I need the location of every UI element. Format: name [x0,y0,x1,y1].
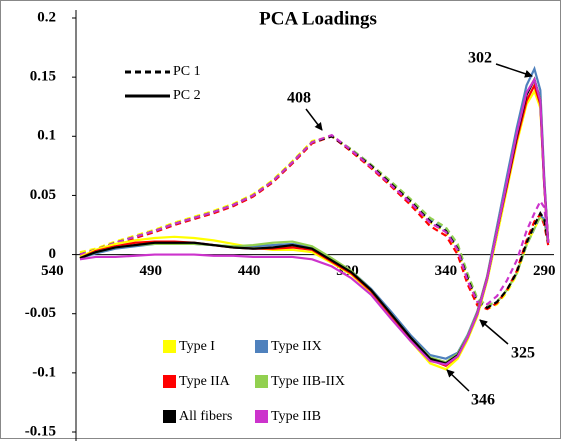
series-line [79,135,550,310]
legend-label: All fibers [179,409,232,424]
annotation-arrow [495,63,533,78]
legend-swatch [163,375,176,388]
y-tick-label: -0.1 [32,364,56,380]
legend-label: Type IIB [271,409,321,424]
annotation-arrow [305,108,323,131]
annotation: 325 [511,345,535,362]
y-tick-label: 0.05 [30,187,56,203]
series-line [79,135,550,307]
y-tick-label: 0 [49,246,57,262]
y-tick-label: 0.1 [37,128,56,144]
x-tick-label: 490 [140,263,163,279]
legend-label: PC 1 [173,64,201,79]
chart-title: PCA Loadings [259,8,377,29]
annotation: 408 [287,90,311,107]
series-line [79,82,550,368]
series-line [79,76,550,366]
series-line [79,135,550,311]
legend-swatch [255,375,268,388]
annotation-arrow [479,319,509,345]
x-tick-label: 340 [435,263,458,279]
y-tick-label: 0.15 [30,69,56,85]
series-line [79,133,550,306]
series-line [79,135,550,308]
series-line [79,135,550,311]
y-tick-label: -0.15 [25,423,56,439]
annotation-arrow [446,369,470,392]
legend-swatch [163,340,176,353]
legend-swatch [255,340,268,353]
y-tick-label: 0.2 [37,9,56,25]
legend-swatch [163,410,176,423]
y-tick-label: -0.05 [25,305,56,321]
legend-label: Type IIA [179,374,231,389]
legend-label: Type IIX [271,339,322,354]
x-tick-label: 540 [41,263,64,279]
legend-label: PC 2 [173,88,201,103]
series-line [79,76,550,365]
legend-label: Type I [179,339,215,354]
annotation: 346 [471,392,495,409]
series-line [79,76,550,364]
annotation: 302 [468,50,492,67]
x-tick-label: 290 [533,263,556,279]
legend-label: Type IIB-IIX [271,374,345,389]
x-tick-label: 440 [238,263,261,279]
legend-swatch [255,410,268,423]
